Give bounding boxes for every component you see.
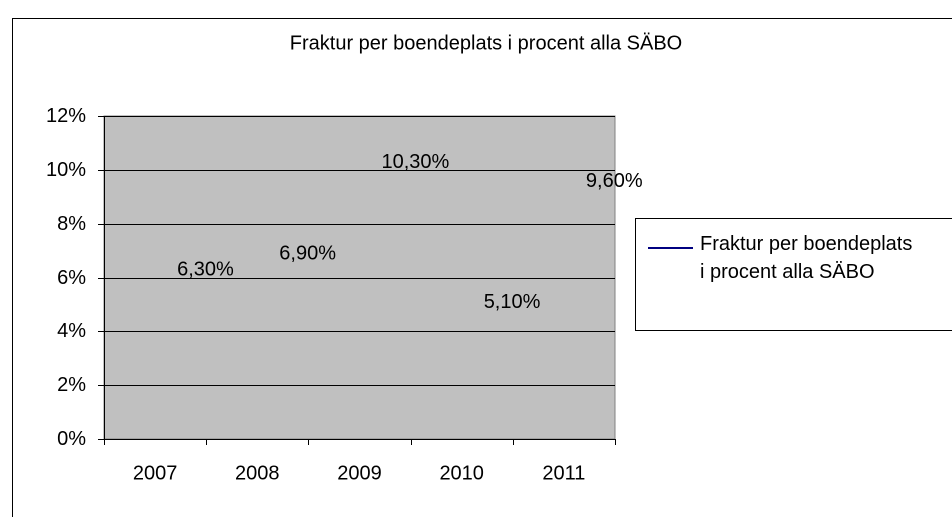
legend-item: Fraktur per boendeplats i procent alla S… (700, 233, 913, 283)
x-tick-label: 2008 (235, 462, 280, 484)
y-tick-label: 2% (57, 374, 86, 396)
legend-box (635, 218, 952, 331)
x-tick-label: 2010 (439, 462, 484, 484)
legend-label: Fraktur per boendeplats i procent alla S… (700, 233, 913, 283)
data-label: 6,90% (279, 243, 336, 265)
y-tick-label: 0% (57, 428, 86, 450)
y-tick-label: 4% (57, 320, 86, 342)
x-tick-label: 2011 (542, 462, 585, 484)
data-label: 10,30% (382, 151, 450, 173)
data-label: 6,30% (177, 259, 234, 281)
y-tick-label: 12% (46, 105, 86, 127)
x-tick-label: 2007 (133, 462, 178, 484)
y-tick-label: 8% (57, 213, 86, 235)
y-tick-label: 6% (57, 267, 86, 289)
x-tick-label: 2009 (337, 462, 382, 484)
chart-title: Fraktur per boendeplats i procent alla S… (290, 32, 682, 54)
data-label: 9,60% (586, 170, 643, 192)
data-label: 5,10% (484, 291, 541, 313)
y-tick-label: 10% (46, 159, 86, 181)
